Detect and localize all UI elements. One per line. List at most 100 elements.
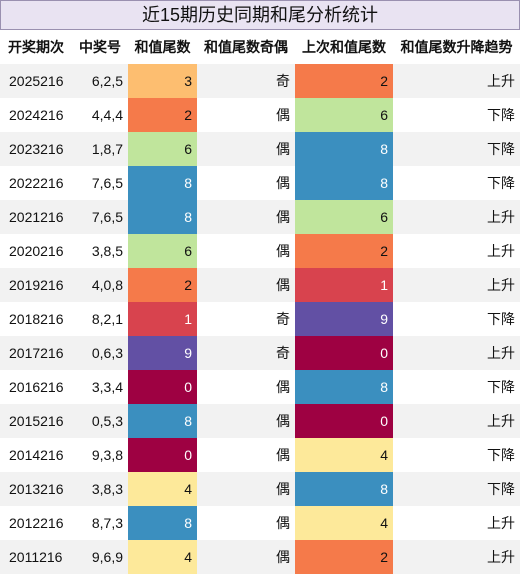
table-cell: 奇 (276, 311, 290, 327)
table-cell: 偶 (197, 472, 295, 506)
table-row: 2019216 4,0,8 2 偶 1 上升 (0, 268, 520, 302)
table-cell: 2023216 (0, 132, 72, 166)
table-cell: 8 (128, 200, 197, 234)
table-cell: 8,7,3 (91, 515, 123, 531)
table: 开奖期次 中奖号 和值尾数 和值尾数奇偶 上次和值尾数 和值尾数升降趋势 2025216 6… (0, 30, 520, 574)
table-cell: 2012216 (9, 515, 64, 531)
table-cell: 2018216 (9, 311, 64, 327)
table-cell: 下降 (487, 107, 515, 123)
table-cell: 6 (295, 200, 393, 234)
table-cell: 6 (128, 234, 197, 268)
table-cell: 下降 (393, 472, 520, 506)
table-cell: 0 (295, 404, 393, 438)
table-cell: 4 (295, 438, 393, 472)
column-header: 和值尾数 (134, 39, 191, 55)
table-cell: 6,2,5 (72, 64, 128, 98)
table-cell: 偶 (276, 515, 290, 531)
table-cell: 下降 (487, 447, 515, 463)
column-header: 上次和值尾数 (302, 39, 386, 55)
table-row: 2016216 3,3,4 0 偶 8 下降 (0, 370, 520, 404)
table-cell: 8 (128, 166, 197, 200)
table-cell: 2011216 (0, 540, 72, 574)
table-cell: 4,4,4 (91, 107, 123, 123)
table-cell: 偶 (276, 379, 290, 395)
table-cell: 4 (128, 472, 197, 506)
table-cell: 上升 (393, 268, 520, 302)
column-header: 和值尾数奇偶 (204, 39, 288, 55)
table-cell: 1 (295, 268, 393, 302)
table-cell: 2020216 (9, 243, 64, 259)
table-row: 2022216 7,6,5 8 偶 8 下降 (0, 166, 520, 200)
table-cell: 8 (295, 132, 393, 166)
table-row: 2012216 8,7,3 8 偶 4 上升 (0, 506, 520, 540)
table-cell: 上升 (393, 540, 520, 574)
table-cell: 下降 (393, 132, 520, 166)
table-cell: 2015216 (0, 404, 72, 438)
table-cell: 2025216 (0, 64, 72, 98)
table-row: 2015216 0,5,3 8 偶 0 上升 (0, 404, 520, 438)
table-cell: 2013216 (0, 472, 72, 506)
table-cell: 6 (295, 98, 393, 132)
table-row: 2014216 9,3,8 0 偶 4 下降 (0, 438, 520, 472)
table-cell: 1 (128, 302, 197, 336)
table-cell: 2 (295, 64, 393, 98)
table-row: 2018216 8,2,1 1 奇 9 下降 (0, 302, 520, 336)
table-row: 2024216 4,4,4 2 偶 6 下降 (0, 98, 520, 132)
table-cell: 上升 (393, 336, 520, 370)
table-row: 2021216 7,6,5 8 偶 6 上升 (0, 200, 520, 234)
table-cell: 2 (128, 98, 197, 132)
table-cell: 偶 (197, 268, 295, 302)
table-cell: 上升 (487, 515, 515, 531)
table-cell: 偶 (197, 540, 295, 574)
table-cell: 上升 (487, 243, 515, 259)
table-cell: 上升 (393, 200, 520, 234)
table-cell: 8,2,1 (91, 311, 123, 327)
table-cell: 0,5,3 (72, 404, 128, 438)
table-cell: 8 (128, 506, 197, 540)
table-cell: 偶 (276, 243, 290, 259)
table-row: 2023216 1,8,7 6 偶 8 下降 (0, 132, 520, 166)
column-header: 中奖号 (79, 39, 121, 55)
table-cell: 偶 (197, 132, 295, 166)
table-cell: 3,8,3 (72, 472, 128, 506)
table-cell: 2 (128, 268, 197, 302)
table-cell: 2022216 (9, 175, 64, 191)
table-cell: 7,6,5 (91, 175, 123, 191)
table-cell: 8 (295, 370, 393, 404)
table-cell: 4 (128, 540, 197, 574)
table-cell: 奇 (197, 64, 295, 98)
table-cell: 3,8,5 (91, 243, 123, 259)
table-cell: 奇 (197, 336, 295, 370)
table-cell: 偶 (276, 107, 290, 123)
table-cell: 9,3,8 (91, 447, 123, 463)
table-cell: 上升 (393, 64, 520, 98)
header-row: 开奖期次 中奖号 和值尾数 和值尾数奇偶 上次和值尾数 和值尾数升降趋势 (0, 30, 520, 64)
table-row: 2013216 3,8,3 4 偶 8 下降 (0, 472, 520, 506)
table-cell: 8 (295, 472, 393, 506)
table-cell: 0,6,3 (72, 336, 128, 370)
table-cell: 2021216 (0, 200, 72, 234)
table-cell: 9,6,9 (72, 540, 128, 574)
table-cell: 2014216 (9, 447, 64, 463)
table-cell: 2024216 (9, 107, 64, 123)
table-cell: 2 (295, 540, 393, 574)
table-cell: 8 (295, 166, 393, 200)
table-cell: 3,3,4 (91, 379, 123, 395)
table-cell: 8 (128, 404, 197, 438)
table-cell: 7,6,5 (72, 200, 128, 234)
table-cell: 下降 (487, 311, 515, 327)
column-header: 和值尾数升降趋势 (400, 39, 513, 55)
table-cell: 上升 (393, 404, 520, 438)
table-cell: 1,8,7 (72, 132, 128, 166)
table-cell: 9 (295, 302, 393, 336)
table-cell: 2016216 (9, 379, 64, 395)
table-cell: 4 (295, 506, 393, 540)
table-row: 2025216 6,2,5 3 奇 2 上升 (0, 64, 520, 98)
table-cell: 3 (128, 64, 197, 98)
table-cell: 2019216 (0, 268, 72, 302)
table-cell: 偶 (276, 175, 290, 191)
table-cell: 偶 (276, 447, 290, 463)
table-cell: 偶 (197, 200, 295, 234)
table-cell: 0 (128, 370, 197, 404)
